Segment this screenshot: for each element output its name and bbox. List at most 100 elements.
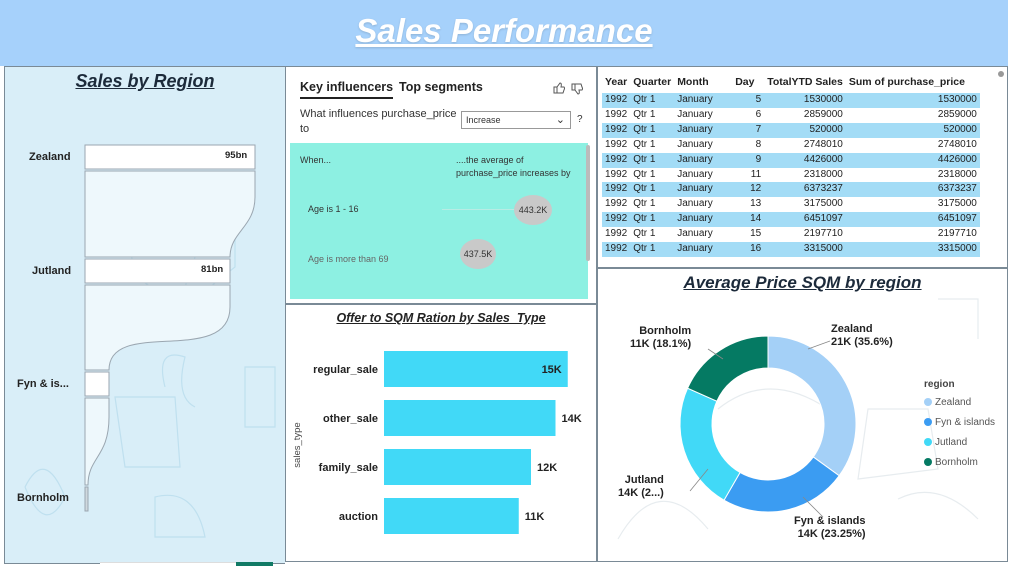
table-row[interactable]: 1992 Qtr 1 January 12 6373237 6373237: [602, 182, 980, 198]
thumbs-down-icon[interactable]: [570, 82, 584, 96]
col-totalytd[interactable]: TotalYTD Sales: [767, 76, 843, 88]
offer-category-label: auction: [339, 511, 378, 523]
sales-table-panel[interactable]: Year Quarter Month Day TotalYTD Sales Su…: [597, 66, 1008, 268]
table-cell: 2859000: [803, 108, 843, 120]
donut-label-bornholm-name: Bornholm: [639, 325, 692, 337]
key-influencers-panel[interactable]: Key influencers Top segments What influe…: [285, 66, 597, 304]
when-label: When...: [300, 155, 332, 165]
table-cell: January: [674, 212, 733, 228]
table-cell: 1992: [602, 152, 631, 168]
donut-legend[interactable]: region Zealand Fyn & islands Jutland Bornho…: [924, 379, 995, 472]
table-row[interactable]: 1992 Qtr 1 January 13 3175000 3175000: [602, 197, 980, 212]
table-cell: January: [674, 122, 733, 138]
region-bar-bornholm: [84, 486, 89, 512]
table-row[interactable]: 1992 Qtr 1 January 9 4426000 4426000: [602, 152, 980, 168]
table-cell: 6373237: [764, 182, 846, 198]
table-row[interactable]: 1992 Qtr 1 January 11 2318000 2318000: [602, 168, 980, 183]
donut-slice-0[interactable]: [767, 335, 857, 477]
donut-slice-1[interactable]: [723, 456, 840, 513]
table-scrollbar[interactable]: [998, 71, 1004, 77]
table-cell: Qtr 1: [630, 242, 675, 257]
page-tab-active[interactable]: [236, 562, 273, 566]
offer-category-label: other_sale: [323, 413, 378, 425]
page-tab-strip[interactable]: [100, 562, 236, 567]
col-day[interactable]: Day: [735, 76, 755, 88]
region-bar-jutland: [84, 258, 231, 284]
sales-table[interactable]: Year Quarter Month Day TotalYTD Sales Su…: [602, 71, 980, 257]
effect-label: ....the average of purchase_price increa…: [456, 155, 571, 178]
legend-label: Bornholm: [935, 456, 978, 468]
help-icon[interactable]: ?: [577, 114, 583, 125]
table-row[interactable]: 1992 Qtr 1 January 14 6451097 6451097: [602, 212, 980, 228]
influencer-bubble-1[interactable]: 443.2K: [514, 195, 552, 225]
offer-bar-0[interactable]: [384, 351, 568, 387]
thumbs-up-icon[interactable]: [552, 81, 566, 95]
col-month[interactable]: Month: [677, 76, 709, 88]
region-ribbon-2: [84, 284, 231, 371]
offer-bar-chart[interactable]: sales_type regular_sale 15K other_sale 14K f…: [286, 305, 596, 561]
table-cell: 6451097: [845, 212, 980, 228]
donut-label-zealand-name: Zealand: [831, 323, 873, 335]
donut-slice-2[interactable]: [679, 387, 741, 501]
sales-by-region-panel[interactable]: Sales by Region Zealand 95bn Jutland 81b…: [4, 66, 285, 564]
table-cell: 1992: [602, 122, 631, 138]
legend-item[interactable]: Zealand: [924, 392, 995, 412]
influencer-condition-1[interactable]: Age is 1 - 16: [308, 204, 359, 214]
table-cell: Qtr 1: [630, 122, 675, 138]
table-cell: 1992: [602, 212, 631, 228]
offer-sqm-panel[interactable]: Offer to SQM Ration by Sales_Type sales_…: [285, 304, 597, 562]
offer-bar-2[interactable]: [384, 449, 531, 485]
tab-key-influencers[interactable]: Key influencers: [300, 80, 394, 99]
donut-slice-3[interactable]: [686, 335, 769, 402]
table-cell: 3175000: [803, 198, 843, 210]
table-cell: 13: [750, 198, 762, 210]
avg-price-donut[interactable]: [598, 269, 1007, 561]
legend-item[interactable]: Jutland: [924, 432, 995, 452]
table-row[interactable]: 1992 Qtr 1 January 16 3315000 3315000: [602, 242, 980, 257]
table-cell: January: [674, 182, 733, 198]
col-sum-purchase[interactable]: Sum of purchase_price: [848, 76, 965, 88]
tab-top-segments[interactable]: Top segments: [399, 80, 483, 94]
region-value-zealand: 95bn: [225, 150, 248, 161]
header-bar: Sales Performance: [0, 0, 1008, 66]
table-cell: 7: [732, 122, 765, 138]
table-cell: Qtr 1: [630, 93, 675, 108]
influencers-list[interactable]: When... ....the average of purchase_pric…: [290, 143, 588, 299]
table-cell: 8: [755, 138, 762, 150]
table-cell: 2859000: [937, 108, 977, 120]
table-cell: 1992: [605, 228, 628, 240]
region-label-bornholm: Bornholm: [17, 492, 69, 504]
influencer-line-1: [442, 209, 514, 210]
legend-item[interactable]: Fyn & islands: [924, 412, 995, 432]
col-quarter[interactable]: Quarter: [633, 76, 672, 88]
influencer-direction-dropdown[interactable]: Increase ⌄: [461, 111, 571, 129]
page-title: Sales Performance: [355, 12, 653, 49]
offer-value-label: 15K: [542, 364, 562, 376]
avg-price-panel[interactable]: Average Price SQM by region Zealand 21K …: [597, 268, 1008, 562]
donut-label-zealand: Zealand 21K (35.6%): [831, 323, 893, 349]
region-funnel-chart[interactable]: [5, 67, 284, 563]
offer-bar-3[interactable]: [384, 498, 519, 534]
table-row[interactable]: 1992 Qtr 1 January 7 520000 520000: [602, 122, 980, 138]
table-row[interactable]: 1992 Qtr 1 January 5 1530000 1530000: [602, 93, 980, 108]
table-cell: 1992: [602, 93, 631, 108]
legend-title: region: [924, 379, 955, 390]
table-cell: January: [677, 198, 713, 210]
table-row[interactable]: 1992 Qtr 1 January 15 2197710 2197710: [602, 227, 980, 242]
table-cell: Qtr 1: [633, 198, 656, 210]
table-cell: January: [677, 168, 713, 180]
table-row[interactable]: 1992 Qtr 1 January 6 2859000 2859000: [602, 108, 980, 123]
table-cell: 4426000: [764, 152, 846, 168]
table-row[interactable]: 1992 Qtr 1 January 8 2748010 2748010: [602, 138, 980, 153]
col-year[interactable]: Year: [605, 76, 628, 88]
influencer-condition-2[interactable]: Age is more than 69: [308, 254, 389, 264]
chevron-down-icon: ⌄: [555, 114, 565, 126]
offer-bar-1[interactable]: [384, 400, 556, 436]
legend-label: Jutland: [935, 436, 968, 448]
influencers-scrollbar[interactable]: [586, 145, 590, 261]
donut-label-fyn: Fyn & islands 14K (23.25%): [794, 515, 866, 541]
influencer-bubble-2[interactable]: 437.5K: [460, 239, 496, 269]
table-cell: Qtr 1: [633, 168, 656, 180]
table-cell: 2318000: [937, 168, 977, 180]
legend-item[interactable]: Bornholm: [924, 452, 995, 472]
